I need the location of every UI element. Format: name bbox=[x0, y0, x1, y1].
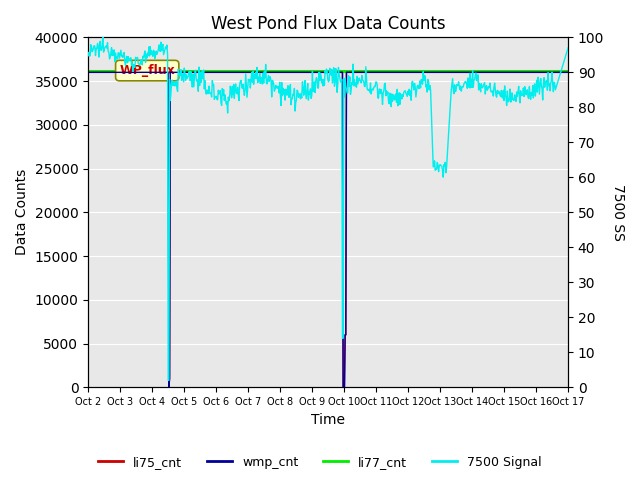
li75_cnt bbox=[84, 70, 92, 75]
7500 Signal bbox=[164, 377, 172, 383]
7500 Signal bbox=[93, 46, 100, 51]
li75_cnt bbox=[387, 70, 394, 75]
li75_cnt bbox=[93, 70, 100, 75]
Line: wmp_cnt: wmp_cnt bbox=[88, 72, 568, 387]
wmp_cnt bbox=[387, 70, 394, 75]
li77_cnt bbox=[84, 68, 92, 73]
wmp_cnt bbox=[165, 384, 173, 390]
7500 Signal bbox=[401, 88, 409, 94]
li75_cnt bbox=[401, 70, 408, 75]
li75_cnt bbox=[564, 70, 572, 75]
wmp_cnt bbox=[564, 70, 572, 75]
7500 Signal bbox=[84, 53, 92, 59]
7500 Signal bbox=[387, 104, 395, 109]
7500 Signal bbox=[143, 55, 151, 61]
wmp_cnt bbox=[192, 70, 200, 75]
7500 Signal bbox=[193, 77, 200, 83]
7500 Signal bbox=[218, 103, 225, 108]
wmp_cnt bbox=[217, 70, 225, 75]
Y-axis label: 7500 SS: 7500 SS bbox=[611, 184, 625, 241]
Line: 7500 Signal: 7500 Signal bbox=[88, 34, 568, 380]
X-axis label: Time: Time bbox=[311, 413, 345, 427]
li77_cnt bbox=[116, 68, 124, 73]
Text: WP_flux: WP_flux bbox=[119, 64, 175, 77]
Y-axis label: Data Counts: Data Counts bbox=[15, 169, 29, 255]
wmp_cnt bbox=[93, 70, 100, 75]
wmp_cnt bbox=[401, 70, 408, 75]
Legend: li75_cnt, wmp_cnt, li77_cnt, 7500 Signal: li75_cnt, wmp_cnt, li77_cnt, 7500 Signal bbox=[93, 451, 547, 474]
Line: li75_cnt: li75_cnt bbox=[88, 72, 568, 387]
li75_cnt bbox=[142, 70, 150, 75]
7500 Signal bbox=[99, 31, 107, 37]
wmp_cnt bbox=[84, 70, 92, 75]
7500 Signal bbox=[564, 45, 572, 51]
Title: West Pond Flux Data Counts: West Pond Flux Data Counts bbox=[211, 15, 445, 33]
li75_cnt bbox=[192, 70, 200, 75]
li75_cnt bbox=[165, 384, 173, 390]
wmp_cnt bbox=[142, 70, 150, 75]
li75_cnt bbox=[217, 70, 225, 75]
